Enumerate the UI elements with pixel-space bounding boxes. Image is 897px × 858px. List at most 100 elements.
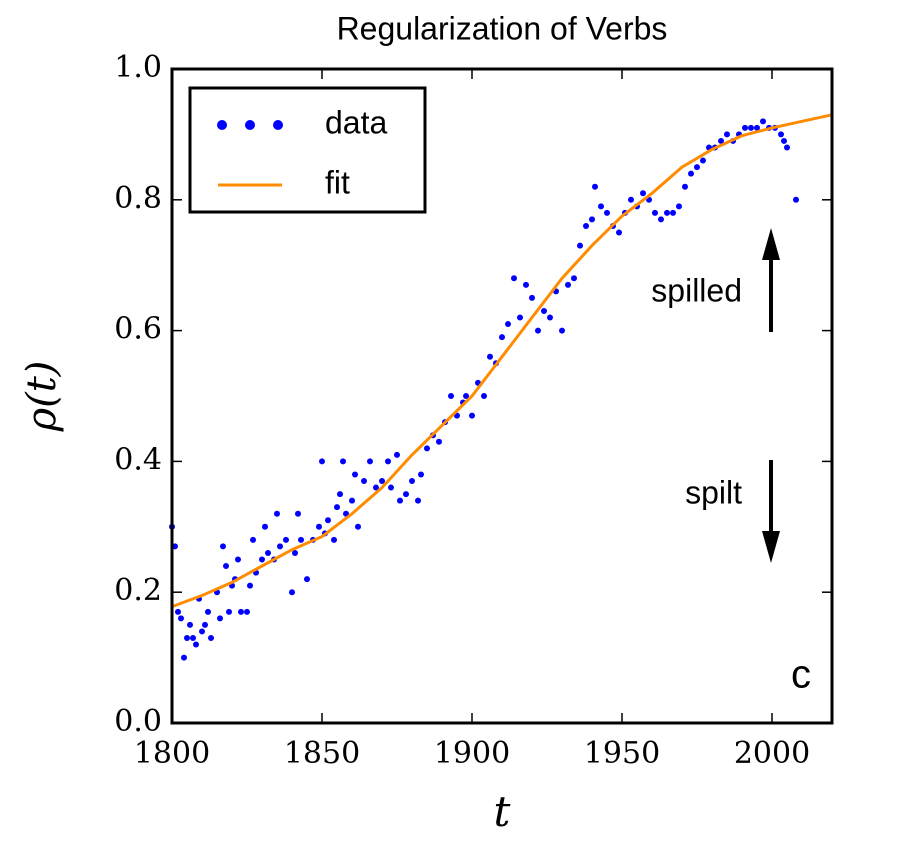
data-point	[289, 589, 295, 596]
data-point	[628, 196, 634, 203]
data-point	[217, 615, 223, 622]
data-point	[583, 222, 589, 229]
data-point	[220, 543, 226, 550]
data-point	[511, 275, 517, 282]
data-point	[379, 478, 385, 485]
data-point	[331, 536, 337, 543]
data-point	[682, 183, 688, 190]
data-point	[178, 615, 184, 622]
data-point	[409, 478, 415, 485]
data-point	[334, 504, 340, 511]
data-point	[577, 242, 583, 249]
data-point	[499, 334, 505, 341]
data-point	[505, 321, 511, 328]
data-point	[349, 497, 355, 504]
data-point	[265, 549, 271, 556]
data-point	[640, 190, 646, 197]
legend-dot	[217, 120, 227, 130]
data-point	[463, 393, 469, 399]
data-point	[247, 582, 253, 589]
data-point	[304, 576, 310, 583]
data-point	[424, 445, 430, 452]
data-point	[340, 458, 346, 465]
data-point	[274, 510, 280, 517]
data-point	[352, 471, 358, 478]
data-point	[748, 124, 754, 131]
data-point	[523, 281, 529, 288]
data-point	[361, 478, 367, 485]
data-point	[469, 412, 475, 419]
data-point	[403, 491, 409, 498]
fit-line	[171, 113, 833, 609]
data-point	[529, 294, 535, 301]
data-point	[325, 517, 331, 524]
data-point	[778, 131, 784, 138]
data-point	[397, 497, 403, 504]
data-point	[193, 641, 199, 648]
data-point	[652, 209, 658, 216]
data-point	[223, 563, 229, 570]
data-point	[238, 608, 244, 615]
x-tick-label: 1800	[134, 736, 210, 771]
data-point	[373, 484, 379, 491]
legend-label: data	[325, 104, 387, 140]
x-tick-label: 1950	[584, 736, 660, 771]
data-point	[676, 203, 682, 210]
y-tick-label: 0.8	[114, 181, 162, 216]
data-point	[565, 281, 571, 288]
annotation: spilled	[651, 272, 742, 308]
data-point	[448, 393, 454, 399]
data-point	[604, 209, 610, 216]
data-point	[415, 497, 421, 504]
data-point	[481, 393, 487, 399]
data-point	[355, 523, 361, 530]
data-point	[718, 137, 724, 144]
data-point	[202, 621, 208, 628]
data-point	[298, 536, 304, 543]
data-point	[616, 229, 622, 236]
data-point	[598, 203, 604, 210]
x-tick-label: 1850	[284, 736, 360, 771]
data-point	[343, 510, 349, 517]
data-point	[187, 621, 193, 628]
data-point	[250, 536, 256, 543]
plot-frame	[170, 67, 834, 725]
data-point	[319, 458, 325, 465]
data-point	[418, 471, 424, 478]
legend-label: fit	[325, 164, 350, 200]
data-point	[259, 556, 265, 563]
data-point	[394, 451, 400, 458]
data-point	[760, 118, 766, 125]
data-point	[337, 491, 343, 498]
data-point	[724, 131, 730, 138]
y-tick-label: 0.0	[114, 704, 162, 739]
y-tick-label: 0.4	[114, 442, 162, 477]
data-point	[190, 634, 196, 641]
data-point	[316, 523, 322, 530]
data-point	[559, 327, 565, 334]
x-tick-label: 1900	[434, 736, 510, 771]
data-point	[175, 608, 181, 615]
x-tick-label: 2000	[734, 736, 810, 771]
data-point	[541, 307, 547, 314]
data-point	[571, 275, 577, 282]
data-point	[664, 209, 670, 216]
data-point	[295, 510, 301, 517]
legend-dot	[245, 120, 255, 130]
legend-box	[188, 86, 427, 214]
data-point	[694, 164, 700, 171]
data-point	[592, 183, 598, 190]
data-point	[700, 157, 706, 164]
data-point	[487, 353, 493, 360]
panel-label: c	[791, 653, 811, 697]
data-point	[436, 438, 442, 445]
data-point	[517, 314, 523, 321]
legend-dot	[273, 120, 283, 130]
data-point	[547, 314, 553, 321]
data-point	[262, 523, 268, 530]
data-point	[199, 628, 205, 635]
data-point	[688, 170, 694, 177]
y-tick-label: 1.0	[114, 50, 162, 85]
